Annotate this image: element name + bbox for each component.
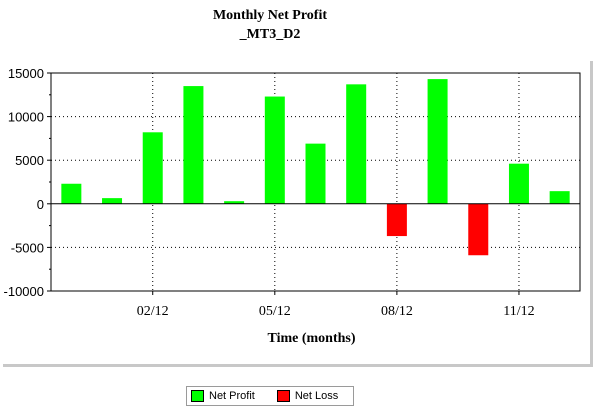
bar-net-profit xyxy=(508,163,529,204)
bar-net-loss xyxy=(468,203,489,256)
chart-title: Monthly Net Profit _MT3_D2 xyxy=(0,6,540,44)
legend-swatch-profit xyxy=(191,390,204,402)
legend-label-profit: Net Profit xyxy=(209,390,255,402)
chart-title-line2: _MT3_D2 xyxy=(239,27,301,42)
legend-item-loss: Net Loss xyxy=(276,390,339,402)
bar-net-profit xyxy=(549,191,570,204)
chart-panel: 15000 10000 5000 0 -5000 -10000 02/12 05/12 08/1… xyxy=(0,58,590,364)
bar-net-profit xyxy=(102,198,123,204)
bar-net-profit xyxy=(61,183,82,204)
bar-net-profit xyxy=(346,84,367,204)
y-tick-label: -10000 xyxy=(4,284,44,299)
bar-net-profit xyxy=(142,132,163,204)
legend-swatch-loss xyxy=(276,390,290,402)
legend-label-loss: Net Loss xyxy=(294,390,339,402)
x-tick-label: 11/12 xyxy=(503,304,534,319)
chart-title-line1: Monthly Net Profit xyxy=(212,8,328,23)
bar-net-profit xyxy=(305,143,326,204)
x-tick-label: 08/12 xyxy=(381,304,413,319)
x-tick-label: 02/12 xyxy=(137,304,169,319)
bar-net-profit xyxy=(427,79,448,204)
y-tick-label: -5000 xyxy=(11,240,44,255)
bar-net-profit xyxy=(224,201,245,204)
x-axis-label: Time (months) xyxy=(267,331,355,346)
x-tick-label: 05/12 xyxy=(259,304,291,319)
y-tick-label: 15000 xyxy=(8,66,44,81)
chart-plot: 15000 10000 5000 0 -5000 -10000 02/12 05/12 08/1… xyxy=(4,66,581,346)
y-tick-label: 0 xyxy=(37,197,44,212)
legend-item-profit: Net Profit xyxy=(191,390,255,402)
bar-net-loss xyxy=(386,203,407,237)
y-tick-label: 5000 xyxy=(15,153,44,168)
bar-net-profit xyxy=(264,96,285,204)
bar-net-profit xyxy=(183,86,204,204)
y-tick-label: 10000 xyxy=(8,110,44,125)
chart-legend: Net Profit Net Loss xyxy=(186,386,354,406)
